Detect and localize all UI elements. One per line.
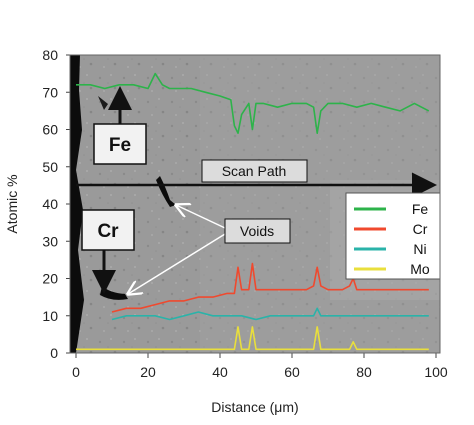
cr-box: [81, 209, 135, 251]
legend-label-fe: Fe: [412, 201, 429, 217]
x-tick-label: 100: [424, 364, 448, 380]
legend-label-mo: Mo: [410, 261, 430, 277]
series-line-fe: [76, 72, 430, 134]
fe-box: [93, 123, 147, 165]
y-tick-label: 0: [50, 345, 58, 361]
y-tick-label: 10: [42, 308, 58, 324]
y-tick-label: 50: [42, 159, 58, 175]
legend: Fe Cr Ni Mo: [345, 192, 441, 280]
voids-label: Voids: [240, 223, 274, 239]
y-tick-label: 30: [42, 233, 58, 249]
series-line-ni: [111, 307, 429, 321]
fe-label: Fe: [109, 135, 131, 156]
scan-path-label: Scan Path: [222, 163, 287, 179]
x-tick-label: 80: [356, 364, 372, 380]
voids-pointer-upper: [176, 205, 226, 229]
y-tick-label: 20: [42, 271, 58, 287]
series-line-cr: [111, 262, 429, 313]
series-line-mo: [76, 326, 429, 351]
y-axis: 0 10 20 30 40 50 60 70 80: [42, 47, 70, 361]
legend-label-cr: Cr: [413, 221, 428, 237]
y-tick-label: 60: [42, 122, 58, 138]
y-tick-label: 70: [42, 84, 58, 100]
voids-box: [224, 218, 291, 244]
y-axis-label: Atomic %: [4, 174, 20, 233]
cr-label: Cr: [97, 221, 119, 242]
x-tick-label: 20: [140, 364, 156, 380]
y-tick-label: 40: [42, 196, 58, 212]
legend-label-ni: Ni: [413, 241, 426, 257]
x-axis: 0 20 40 60 80 100: [72, 353, 448, 380]
series-group: [76, 72, 430, 351]
x-tick-label: 40: [212, 364, 228, 380]
voids-pointer-lower: [128, 233, 226, 294]
plot-border: [69, 54, 441, 354]
void-edge-left: [70, 55, 84, 353]
x-tick-label: 60: [284, 364, 300, 380]
scan-path-box: [201, 159, 308, 183]
x-axis-label: Distance (μm): [211, 399, 298, 415]
x-tick-label: 0: [72, 364, 80, 380]
y-tick-label: 80: [42, 47, 58, 63]
